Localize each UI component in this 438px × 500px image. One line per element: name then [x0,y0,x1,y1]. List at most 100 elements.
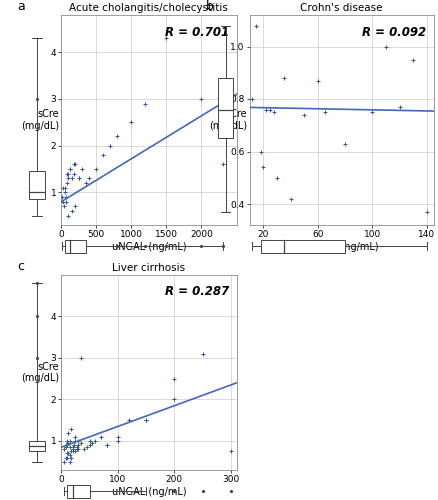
Point [93,165,100,173]
Point [69,443,76,451]
Point [68,454,75,462]
Point [72,448,79,456]
Text: R = 0.701: R = 0.701 [166,26,230,38]
Point [103,441,110,449]
Text: a: a [18,0,25,12]
Point [64,439,71,447]
Point [64,450,71,458]
Point [60,446,67,454]
Point [74,446,81,454]
Point [260,163,267,171]
Point [171,396,178,404]
Point [171,374,178,382]
Point [82,179,89,187]
Point [78,439,85,447]
Text: sCre
(mg/dL): sCre (mg/dL) [21,109,59,131]
Point [107,142,114,150]
Point [62,441,69,449]
Point [59,193,66,201]
Point [65,170,72,177]
Point [78,354,85,362]
Point [114,433,121,441]
Point [62,193,69,201]
Point [64,441,71,449]
Text: sCre
(mg/dL): sCre (mg/dL) [21,362,59,384]
Point [142,100,149,108]
Point [262,106,269,114]
Point [143,416,150,424]
Point [321,108,328,116]
Point [143,416,150,424]
Point [72,202,79,210]
Point [66,437,73,445]
Point [61,188,68,196]
Point [75,446,82,454]
Point [72,437,79,445]
Title: Liver cirrhosis: Liver cirrhosis [113,263,185,273]
Point [86,441,93,449]
Point [219,160,226,168]
Text: R = 0.287: R = 0.287 [166,285,230,298]
Point [60,458,67,466]
Point [83,443,90,451]
Point [71,170,78,177]
Point [69,446,76,454]
Point [253,22,260,30]
Point [410,56,417,64]
Point [66,452,73,460]
Point [396,103,403,111]
Point [92,437,99,445]
Title: Acute pancreatitis and
Acute cholangitis/cholecystitis: Acute pancreatitis and Acute cholangitis… [70,0,228,13]
Point [89,439,96,447]
Point [86,174,93,182]
Point [60,184,67,192]
Point [287,194,294,203]
Point [60,202,67,210]
Point [249,95,256,103]
X-axis label: uNGAL (ng/mL): uNGAL (ng/mL) [112,242,186,252]
Point [81,446,88,454]
Point [64,179,71,187]
Point [314,76,321,84]
Point [273,174,280,182]
Point [64,454,71,462]
Point [114,437,121,445]
X-axis label: uNGAL (ng/mL): uNGAL (ng/mL) [304,242,379,252]
Point [75,174,82,182]
Point [69,448,76,456]
Point [61,184,68,192]
Point [126,416,133,424]
Point [79,165,86,173]
Point [68,207,75,215]
Point [66,443,73,451]
Point [64,174,71,182]
Point [68,424,75,432]
Point [198,95,205,103]
Text: c: c [18,260,25,272]
Point [74,443,81,451]
Title: Ulcerative colitis and
Crohn's disease: Ulcerative colitis and Crohn's disease [287,0,396,13]
Point [97,433,104,441]
Point [68,174,75,182]
Point [70,441,77,449]
Point [257,148,264,156]
Point [86,437,93,445]
Point [75,437,82,445]
X-axis label: uNGAL (ng/mL): uNGAL (ng/mL) [112,486,186,496]
Point [72,433,79,441]
Point [70,441,77,449]
Text: b: b [206,0,214,12]
Point [72,160,79,168]
Point [64,170,71,177]
Point [64,439,71,447]
Point [69,446,76,454]
Point [100,151,107,159]
Point [66,165,73,173]
Point [64,437,71,445]
Point [114,132,121,140]
Point [66,165,73,173]
Point [227,448,234,456]
Point [369,108,376,116]
Text: R = 0.092: R = 0.092 [362,26,426,38]
Point [63,198,70,205]
